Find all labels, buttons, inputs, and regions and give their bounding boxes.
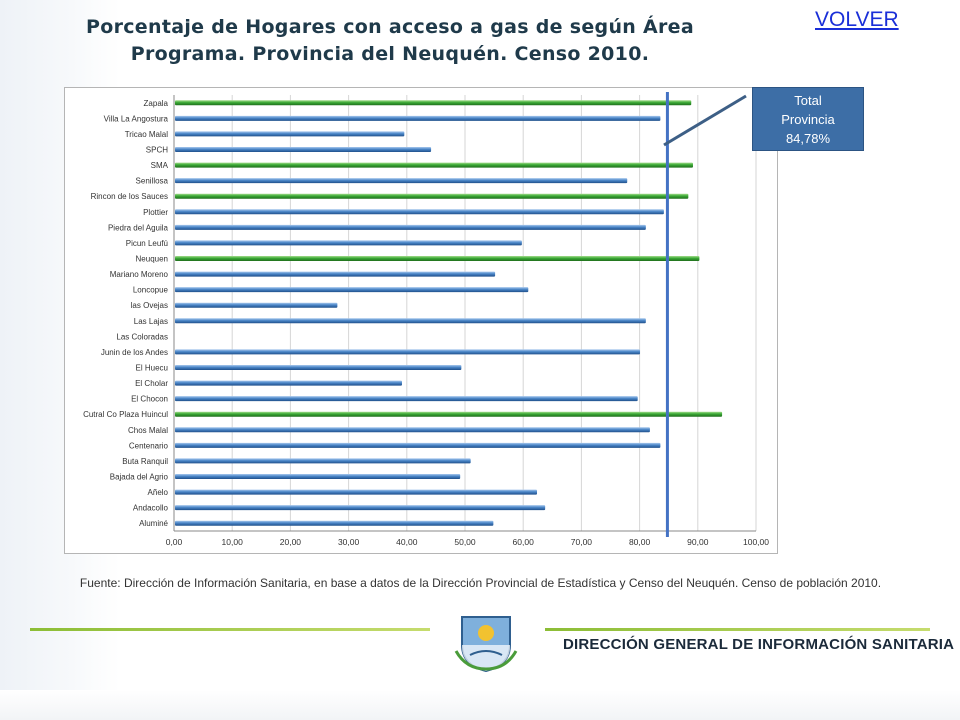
category-label: Piedra del Aguila bbox=[108, 223, 169, 232]
category-label: Centenario bbox=[129, 441, 169, 450]
category-label: Plottier bbox=[143, 208, 168, 217]
bar bbox=[175, 224, 646, 230]
x-tick-label: 0,00 bbox=[166, 537, 183, 547]
bar bbox=[175, 396, 638, 402]
bar-chart: 0,00 10,00 20,00 30,00 40,00 50,00 60,00 70,00 8… bbox=[83, 92, 769, 547]
bar bbox=[175, 458, 471, 464]
bar bbox=[175, 380, 402, 386]
bar bbox=[175, 427, 650, 433]
source-note: Fuente: Dirección de Información Sanitar… bbox=[79, 576, 882, 590]
bar bbox=[175, 505, 546, 511]
x-tick-label: 100,00 bbox=[743, 537, 769, 547]
x-tick-label: 20,00 bbox=[280, 537, 302, 547]
bar bbox=[175, 256, 700, 261]
bar bbox=[175, 271, 496, 277]
bar bbox=[175, 100, 692, 106]
total-provincia-callout: Total Provincia 84,78% bbox=[752, 87, 864, 151]
chart-frame: 0,00 10,00 20,00 30,00 40,00 50,00 60,00 70,00 8… bbox=[64, 87, 778, 554]
x-tick-label: 10,00 bbox=[222, 537, 244, 547]
bar bbox=[175, 302, 338, 308]
category-label: Neuquen bbox=[136, 255, 168, 264]
category-label: Junin de los Andes bbox=[101, 348, 168, 357]
footer-divider-right bbox=[545, 628, 930, 631]
category-label: El Cholar bbox=[135, 379, 168, 388]
category-label: Las Coloradas bbox=[116, 332, 168, 341]
bar bbox=[175, 489, 538, 495]
category-label: Mariano Moreno bbox=[110, 270, 169, 279]
category-label: Aluminé bbox=[139, 519, 168, 528]
category-label: Tricao Malal bbox=[125, 130, 168, 139]
category-label: Chos Malal bbox=[128, 426, 168, 435]
footer-divider-left bbox=[30, 628, 430, 631]
bar bbox=[175, 365, 462, 370]
x-tick-label: 90,00 bbox=[687, 537, 709, 547]
bar bbox=[175, 193, 689, 199]
bar bbox=[175, 287, 529, 293]
x-tick-label: 50,00 bbox=[454, 537, 476, 547]
x-tick-label: 40,00 bbox=[396, 537, 418, 547]
x-tick-label: 80,00 bbox=[629, 537, 651, 547]
category-label: El Chocon bbox=[131, 395, 168, 404]
category-label: SPCH bbox=[146, 146, 168, 155]
category-label: Andacollo bbox=[133, 504, 169, 513]
category-label: las Ovejas bbox=[131, 301, 168, 310]
bar bbox=[175, 178, 628, 184]
bar bbox=[175, 131, 405, 137]
category-label: SMA bbox=[151, 161, 169, 170]
category-label: Picun Leufú bbox=[126, 239, 168, 248]
category-label: Zapala bbox=[144, 99, 169, 108]
bottom-strip bbox=[0, 690, 960, 720]
bar bbox=[175, 115, 661, 121]
bar bbox=[175, 349, 641, 355]
callout-pointer-line bbox=[663, 94, 747, 147]
bar bbox=[175, 209, 664, 215]
bar bbox=[175, 474, 461, 479]
category-label: Añelo bbox=[148, 488, 169, 497]
category-label: Bajada del Agrio bbox=[110, 473, 169, 482]
neuquen-province-seal-icon bbox=[454, 616, 518, 673]
bar bbox=[175, 318, 646, 324]
bar bbox=[175, 520, 494, 526]
category-label: Loncopue bbox=[133, 286, 169, 295]
footer-institution-label: DIRECCIÓN GENERAL DE INFORMACIÓN SANITAR… bbox=[563, 636, 955, 653]
category-label: Buta Ranquil bbox=[122, 457, 168, 466]
category-label: Villa La Angostura bbox=[104, 114, 169, 123]
bar bbox=[175, 162, 693, 168]
bar bbox=[175, 411, 723, 417]
x-tick-label: 70,00 bbox=[571, 537, 593, 547]
category-label: Las Lajas bbox=[134, 317, 168, 326]
category-label: El Huecu bbox=[136, 364, 168, 373]
x-tick-label: 60,00 bbox=[513, 537, 535, 547]
bar bbox=[175, 442, 661, 448]
bar bbox=[175, 240, 522, 246]
category-label: Rincon de los Sauces bbox=[91, 192, 168, 201]
bar bbox=[175, 147, 432, 152]
volver-link[interactable]: VOLVER bbox=[815, 8, 899, 31]
category-label: Senillosa bbox=[136, 177, 169, 186]
category-label: Cutral Co Plaza Huincul bbox=[83, 410, 168, 419]
page-title: Porcentaje de Hogares con acceso a gas d… bbox=[86, 16, 694, 65]
x-tick-label: 30,00 bbox=[338, 537, 360, 547]
